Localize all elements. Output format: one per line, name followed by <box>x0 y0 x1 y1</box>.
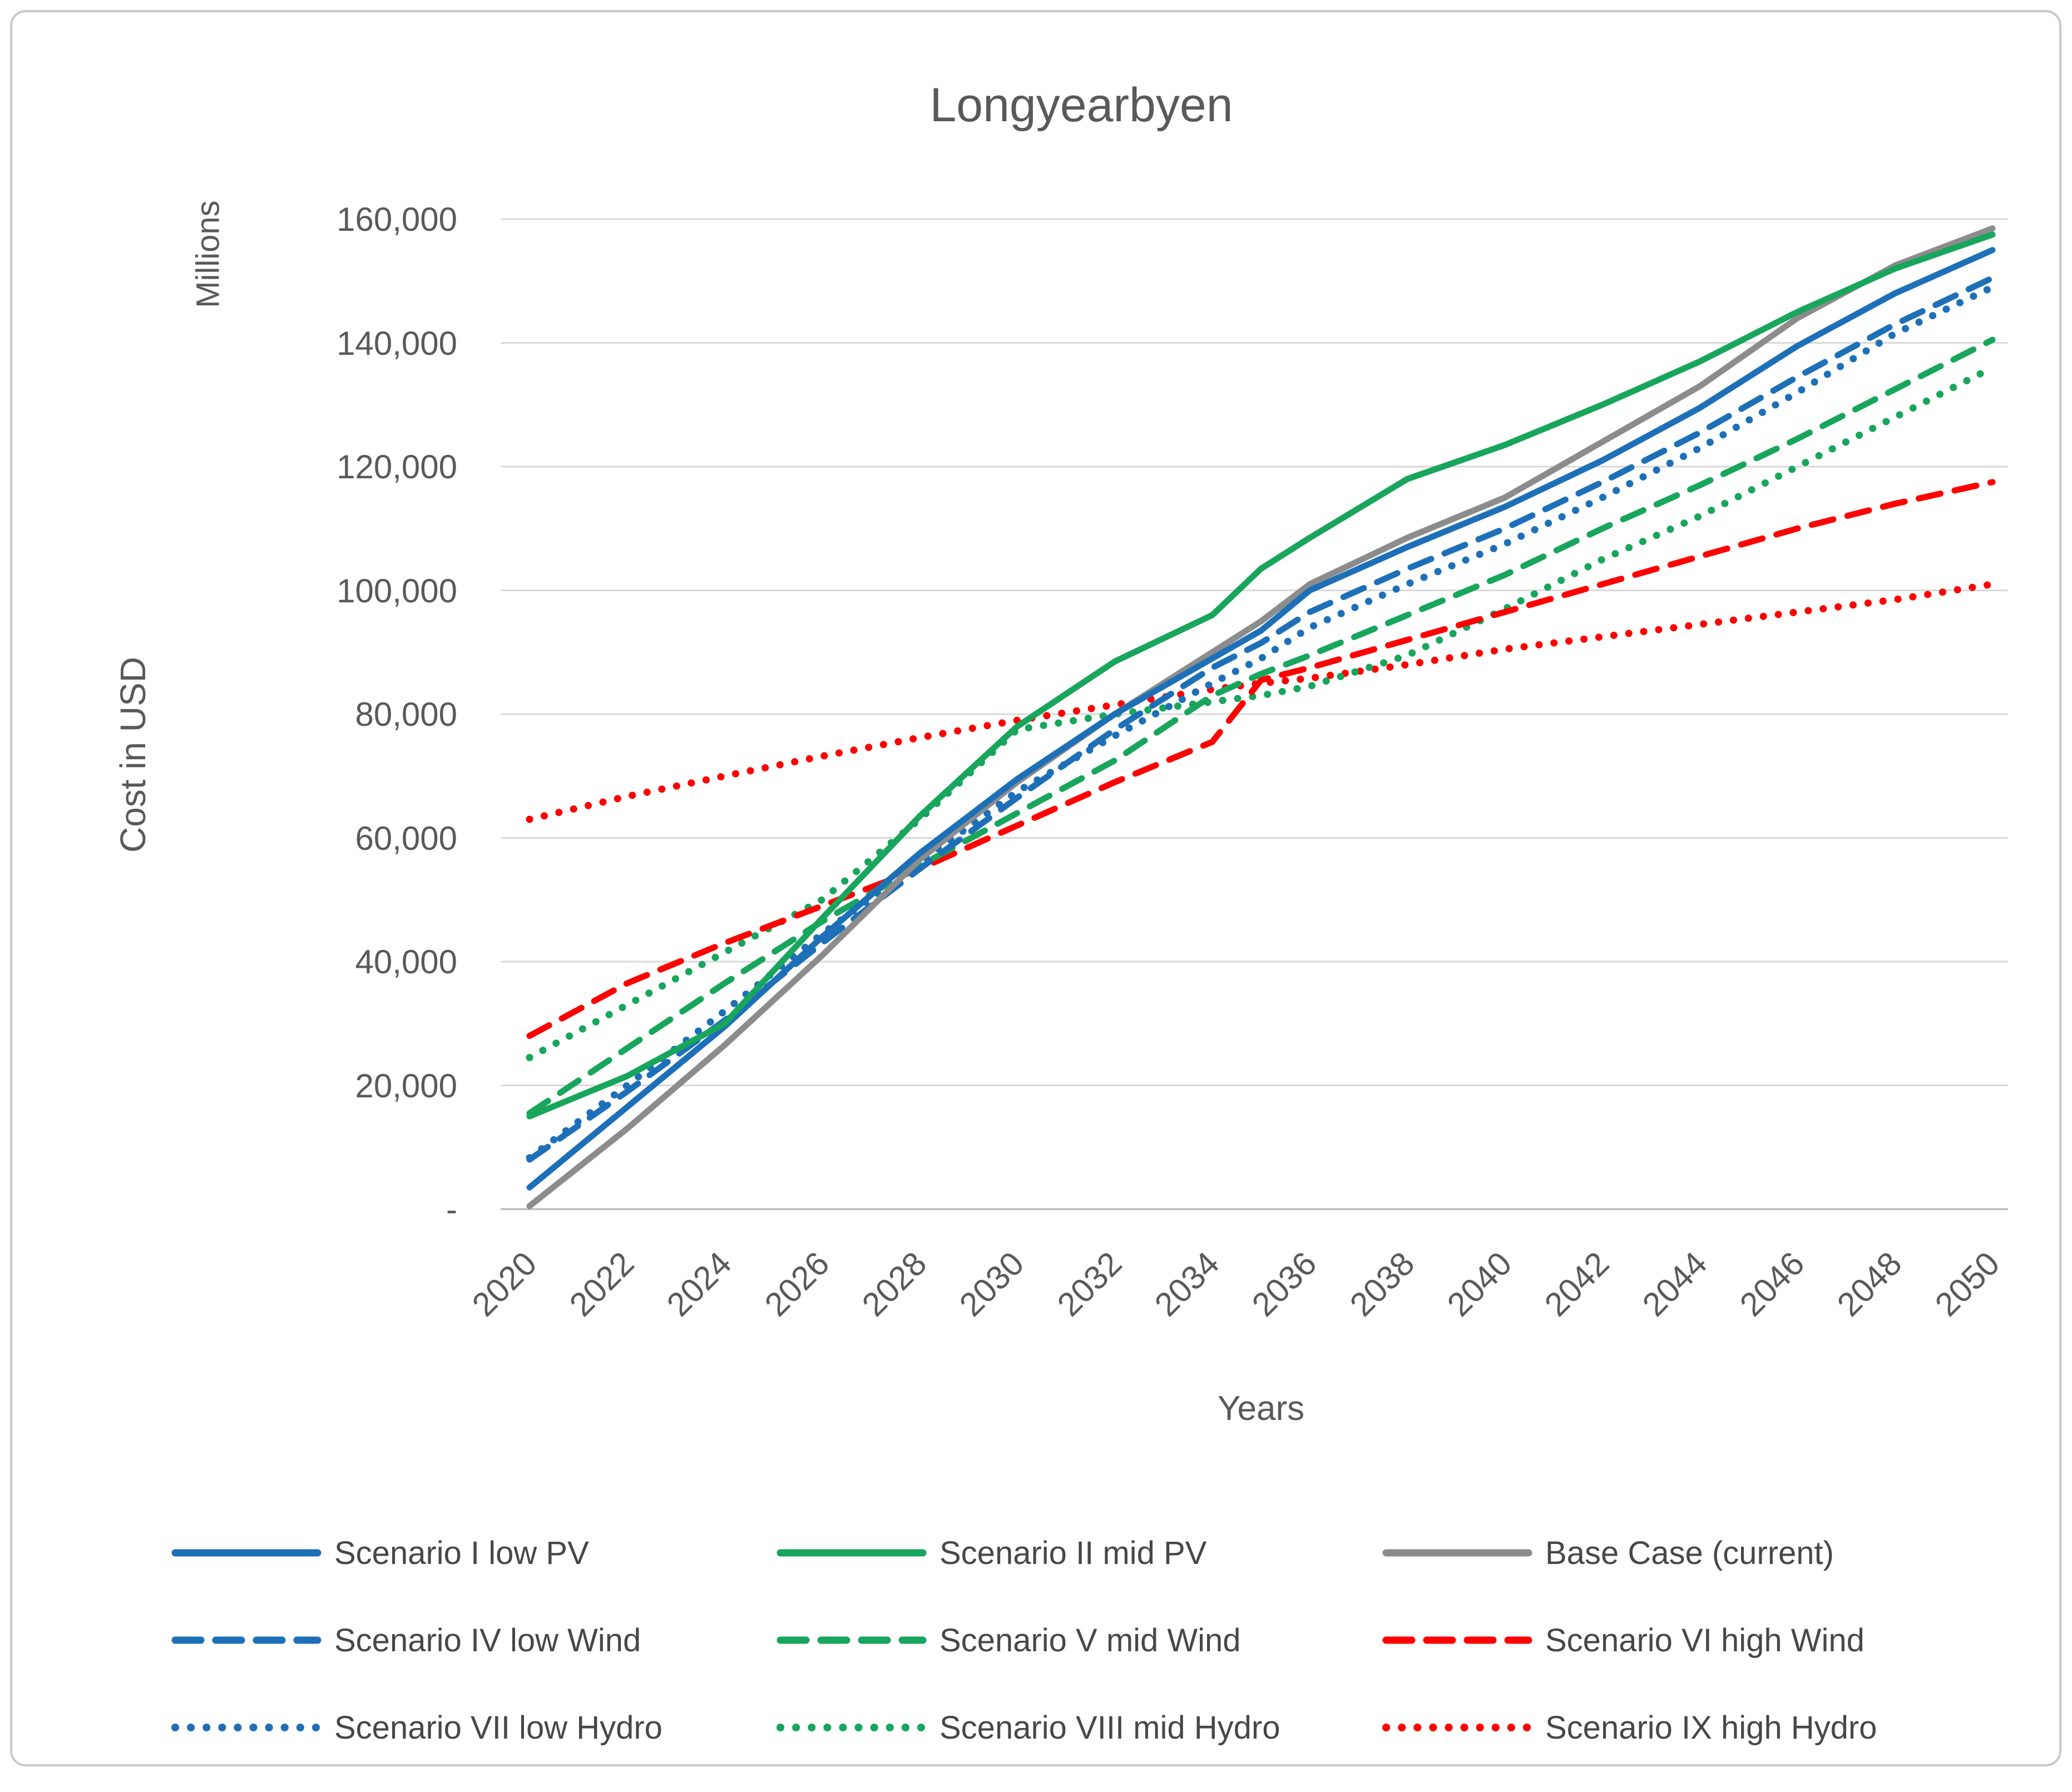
x-axis-title: Years <box>1217 1389 1305 1428</box>
legend-item: Scenario II mid PV <box>776 1531 1206 1575</box>
legend-item: Scenario V mid Wind <box>776 1618 1241 1662</box>
y-tick-label: - <box>446 1191 457 1228</box>
y-tick-label: 40,000 <box>355 943 457 981</box>
line-chart-canvas <box>501 218 2008 1210</box>
series-line-9 <box>526 580 1996 823</box>
y-tick-label: 100,000 <box>337 572 457 610</box>
y-tick-label: 140,000 <box>337 324 457 362</box>
legend-swatch-dashed-line <box>777 1636 927 1644</box>
legend-item: Base Case (current) <box>1382 1531 1834 1575</box>
y-tick-label: 60,000 <box>355 819 457 857</box>
legend-swatch-dashed-line <box>171 1636 322 1644</box>
legend-label: Scenario VIII mid Hydro <box>939 1709 1280 1746</box>
legend-swatch-solid-line <box>1382 1549 1532 1557</box>
legend-swatch-dotted-line <box>777 1724 927 1731</box>
legend-label: Base Case (current) <box>1545 1534 1834 1571</box>
legend-item: Scenario VI high Wind <box>1382 1618 1865 1662</box>
series-line-6 <box>526 479 1996 1039</box>
legend-item: Scenario IX high Hydro <box>1382 1705 1877 1750</box>
legend-swatch-dotted-line <box>171 1724 322 1731</box>
series-line-7 <box>526 283 1996 1162</box>
series-line-8 <box>526 364 1996 1061</box>
chart-figure: Longyearbyen Millions Cost in USD Years … <box>10 10 2061 1766</box>
legend-label: Scenario I low PV <box>334 1534 589 1571</box>
legend-swatch-dotted-line <box>1382 1724 1532 1731</box>
series-line-1 <box>526 247 1996 1191</box>
legend-swatch-solid-line <box>171 1549 322 1557</box>
y-tick-label: 20,000 <box>355 1067 457 1105</box>
legend-label: Scenario IV low Wind <box>334 1622 641 1659</box>
series-line-5 <box>526 336 1996 1117</box>
legend-label: Scenario IX high Hydro <box>1545 1709 1877 1746</box>
y-tick-label: 120,000 <box>337 448 457 486</box>
chart-title: Longyearbyen <box>929 78 1233 132</box>
series-line-4 <box>526 275 1996 1163</box>
series-line-2 <box>526 231 1996 1120</box>
series-line-3 <box>526 225 1996 1209</box>
legend-label: Scenario II mid PV <box>939 1534 1207 1571</box>
legend-item: Scenario I low PV <box>171 1531 589 1575</box>
legend-swatch-solid-line <box>777 1549 927 1557</box>
legend-swatch-dashed-line <box>1382 1636 1532 1644</box>
legend-item: Scenario IV low Wind <box>171 1618 641 1662</box>
legend-item: Scenario VII low Hydro <box>171 1705 662 1750</box>
legend-label: Scenario V mid Wind <box>939 1622 1241 1659</box>
legend-item: Scenario VIII mid Hydro <box>776 1705 1280 1750</box>
y-tick-label: 160,000 <box>337 201 457 238</box>
legend-label: Scenario VII low Hydro <box>334 1709 662 1746</box>
legend-label: Scenario VI high Wind <box>1545 1622 1865 1659</box>
y-tick-label: 80,000 <box>355 696 457 733</box>
